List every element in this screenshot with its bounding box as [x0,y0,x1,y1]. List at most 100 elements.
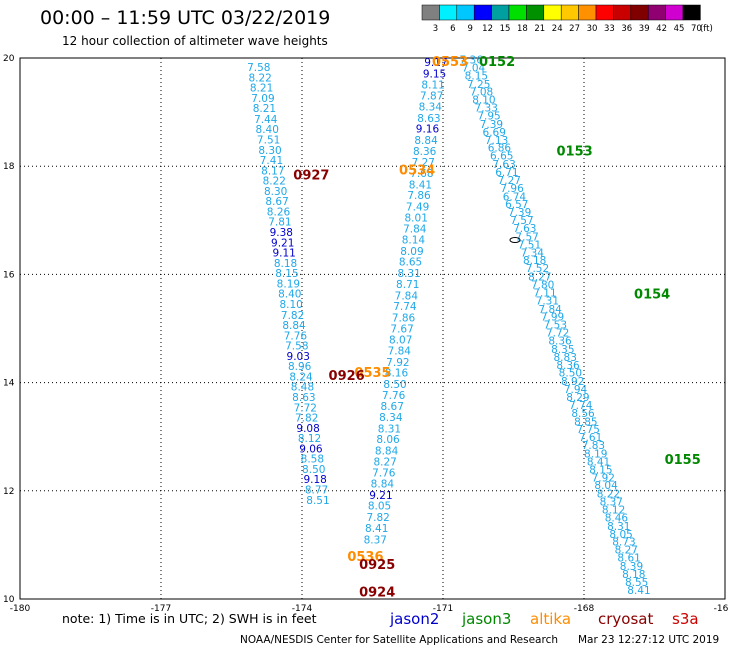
colorbar-label: 39 [639,24,650,34]
data-point-label: 8.48 [291,382,314,394]
data-point-label: 8.15 [589,464,612,476]
colorbar-label: 6 [450,24,455,34]
colorbar-swatch [508,4,527,21]
footer-timestamp: Mar 23 12:27:12 UTC 2019 [578,634,719,646]
data-point-label: 7.11 [533,288,556,300]
data-point-label: 7.75 [577,424,600,436]
colorbar-swatch [647,4,666,21]
data-point-label: 8.77 [305,485,328,497]
data-point-label: 7.13 [485,135,508,147]
data-point-label: 8.40 [278,289,301,301]
chart-title: 00:00 – 11:59 UTC 03/22/2019 [40,7,330,29]
data-point-label: 6.71 [495,167,518,179]
data-point-label: 9.16 [416,124,440,136]
pass-label: 0152 [479,55,515,70]
data-point-label: 8.18 [523,255,546,267]
legend-item-jason3: jason3 [461,610,511,628]
legend-item-altika: altika [530,610,571,628]
data-point-label: 8.19 [584,448,607,460]
y-tick-label: 12 [3,487,14,497]
data-point-label: 8.05 [609,529,632,541]
data-point-label: 7.92 [592,473,615,485]
data-point-label: 8.17 [261,165,284,177]
data-point-label: 8.30 [264,186,287,198]
data-point-label: 7.82 [281,310,304,322]
data-point-label: 8.84 [414,135,438,147]
colorbar-label: 30 [587,24,598,34]
data-point-label: 9.21 [369,490,392,502]
data-point-label: 8.84 [282,320,306,332]
colorbar-label: 18 [517,24,528,34]
data-point-label: 8.63 [292,392,315,404]
data-point-label: 8.84 [371,479,395,491]
data-point-label: 8.92 [561,376,584,388]
data-point-label: 7.52 [526,263,549,275]
x-tick-label: -168 [574,604,595,614]
data-point-label: 8.31 [378,423,401,435]
data-point-label: 7.04 [462,63,486,75]
data-point-label: 7.49 [406,202,429,214]
y-tick-label: 18 [3,162,15,172]
data-point-label: 7.84 [538,304,562,316]
colorbar-swatch [439,4,458,21]
data-point-label: 7.96 [500,183,524,195]
data-point-label: 8.41 [365,523,388,535]
data-point-label: 8.39 [620,561,643,573]
data-point-label: 7.80 [531,279,554,291]
data-point-label: 9.08 [296,423,319,435]
pass-label: 0925 [359,558,395,573]
data-point-label: 8.07 [389,335,412,347]
note-text: note: 1) Time is in UTC; 2) SWH is in fe… [62,611,317,626]
data-point-label: 8.21 [253,103,276,115]
data-point-label: 8.67 [381,401,404,413]
data-point-label: 8.31 [607,521,630,533]
data-point-label: 8.31 [397,268,420,280]
data-point-label: 8.22 [263,176,286,188]
data-point-label: 6.65 [490,151,513,163]
data-point-label: 8.55 [625,577,648,589]
data-point-label: 7.58 [285,341,308,353]
data-point-label: 8.41 [409,179,432,191]
data-point-label: 8.26 [267,206,291,218]
colorbar-swatch [595,4,614,21]
data-point-label: 7.74 [569,400,593,412]
data-point-label: 8.40 [256,124,279,136]
data-point-label: 8.22 [597,488,620,500]
data-point-label: 6.74 [503,191,527,203]
data-point-label: 8.15 [275,268,298,280]
data-point-label: 8.34 [419,101,443,113]
data-point-label: 8.37 [364,534,387,546]
data-point-label: 7.86 [407,190,431,202]
pass-label: 0927 [293,169,329,184]
data-point-label: 8.24 [289,371,313,383]
chart-subtitle: 12 hour collection of altimeter wave hei… [62,34,328,48]
legend-item-jason2: jason2 [389,610,439,628]
data-point-label: 7.61 [579,432,602,444]
data-point-label: 8.27 [528,271,551,283]
data-point-label: 8.41 [627,585,650,597]
footer-credit: NOAA/NESDIS Center for Satellite Applica… [240,634,558,646]
data-point-label: 7.74 [393,301,417,313]
data-point-label: 8.19 [277,278,300,290]
colorbar-swatch [473,4,492,21]
data-point-label: 8.36 [548,336,572,348]
pass-label: 0534 [399,163,435,178]
data-point-label: 7.81 [268,217,291,229]
data-point-label: 7.53 [544,320,567,332]
colorbar-label: 42 [656,24,667,34]
data-point-label: 6.69 [483,127,506,139]
y-tick-label: 10 [3,595,15,605]
colorbar-swatch [613,4,632,21]
data-point-label: 7.84 [395,290,419,302]
data-point-label: 8.12 [602,505,625,517]
data-point-label: 7.08 [470,86,493,98]
colorbar-label: 24 [552,24,563,34]
pass-label: 0535 [354,366,390,381]
colorbar-label: 15 [500,24,511,34]
data-point-label: 7.72 [546,328,569,340]
data-point-label: 7.76 [284,330,308,342]
colorbar-swatch [630,4,649,21]
colorbar-swatch [578,4,597,21]
data-point-label: 7.82 [295,413,318,425]
data-point-label: 8.83 [554,352,577,364]
